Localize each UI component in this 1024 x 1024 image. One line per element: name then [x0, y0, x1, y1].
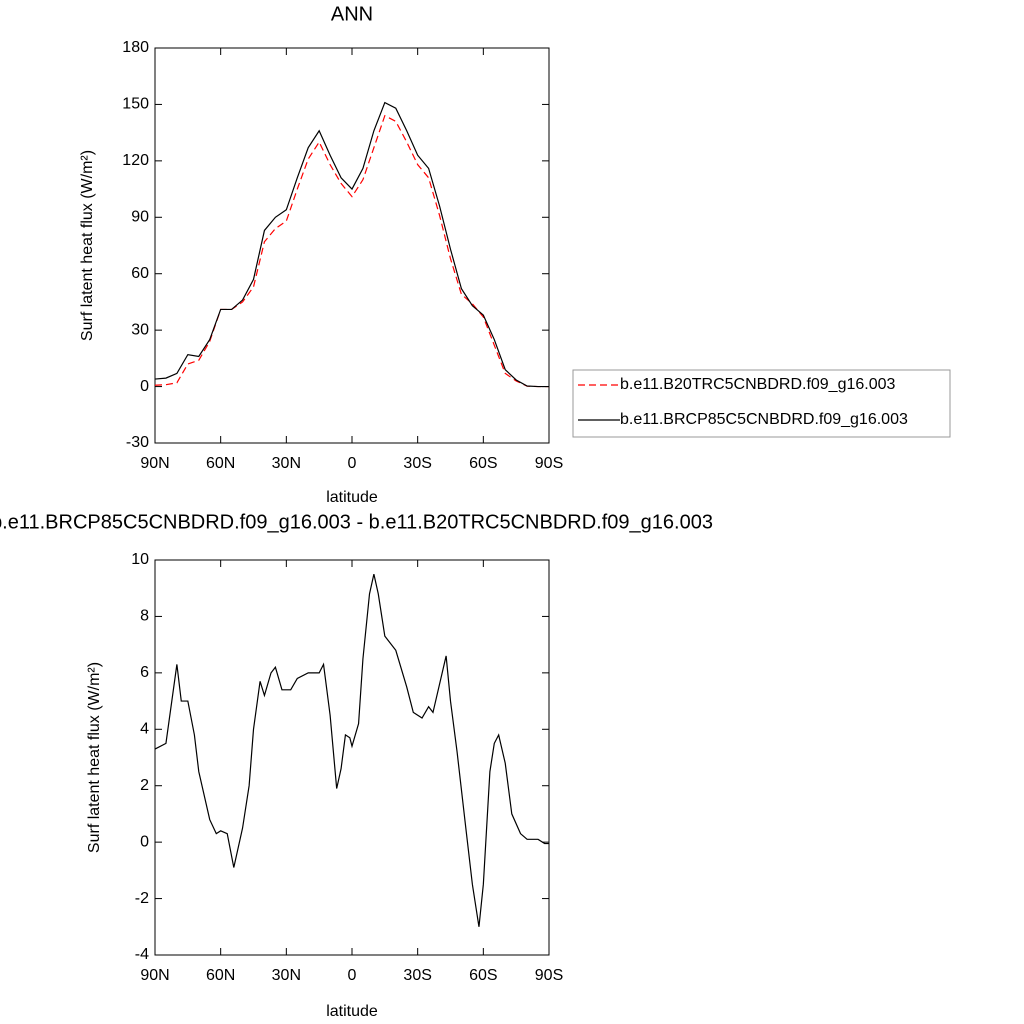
- x-tick-label: 60S: [469, 967, 497, 984]
- x-tick-label: 60N: [206, 455, 235, 472]
- y-tick-label: 0: [140, 378, 149, 395]
- x-axis-label: latitude: [326, 1003, 378, 1020]
- x-tick-label: 30S: [403, 455, 431, 472]
- y-tick-label: 150: [122, 96, 149, 113]
- legend-label: b.e11.BRCP85C5CNBDRD.f09_g16.003: [620, 411, 908, 428]
- y-tick-label: 0: [140, 833, 149, 850]
- y-tick-label: 6: [140, 664, 149, 681]
- legend-label: b.e11.B20TRC5CNBDRD.f09_g16.003: [620, 376, 896, 393]
- plot-frame: [154, 47, 550, 444]
- y-tick-label: 8: [140, 608, 149, 625]
- y-tick-label: 180: [122, 39, 149, 56]
- y-tick-label: 90: [131, 209, 149, 226]
- x-tick-label: 90N: [140, 455, 169, 472]
- chart-title: ANN: [331, 3, 373, 25]
- y-tick-label: 60: [131, 265, 149, 282]
- x-tick-label: 60N: [206, 967, 235, 984]
- y-tick-label: 10: [131, 551, 149, 568]
- y-axis-label: Surf latent heat flux (W/m²): [86, 662, 103, 853]
- y-axis-label: Surf latent heat flux (W/m²): [79, 150, 96, 341]
- x-tick-label: 30N: [272, 967, 301, 984]
- x-tick-label: 0: [348, 967, 357, 984]
- x-tick-label: 0: [348, 455, 357, 472]
- y-tick-label: 120: [122, 152, 149, 169]
- x-axis-label: latitude: [326, 489, 378, 506]
- series-line: [154, 573, 549, 927]
- series-line: [154, 114, 549, 388]
- y-tick-label: 30: [131, 321, 149, 338]
- y-tick-label: -30: [126, 434, 149, 451]
- x-tick-label: 30S: [403, 967, 431, 984]
- x-tick-label: 90N: [140, 967, 169, 984]
- y-tick-label: -4: [135, 946, 149, 963]
- legend-box: [572, 369, 951, 438]
- y-tick-label: -2: [135, 890, 149, 907]
- plot-frame: [154, 559, 550, 956]
- y-tick-label: 4: [140, 721, 149, 738]
- series-line: [154, 101, 549, 388]
- x-tick-label: 90S: [535, 967, 563, 984]
- x-tick-label: 90S: [535, 455, 563, 472]
- x-tick-label: 30N: [272, 455, 301, 472]
- chart-title: b.e11.BRCP85C5CNBDRD.f09_g16.003 - b.e11…: [0, 511, 713, 533]
- y-tick-label: 2: [140, 777, 149, 794]
- x-tick-label: 60S: [469, 455, 497, 472]
